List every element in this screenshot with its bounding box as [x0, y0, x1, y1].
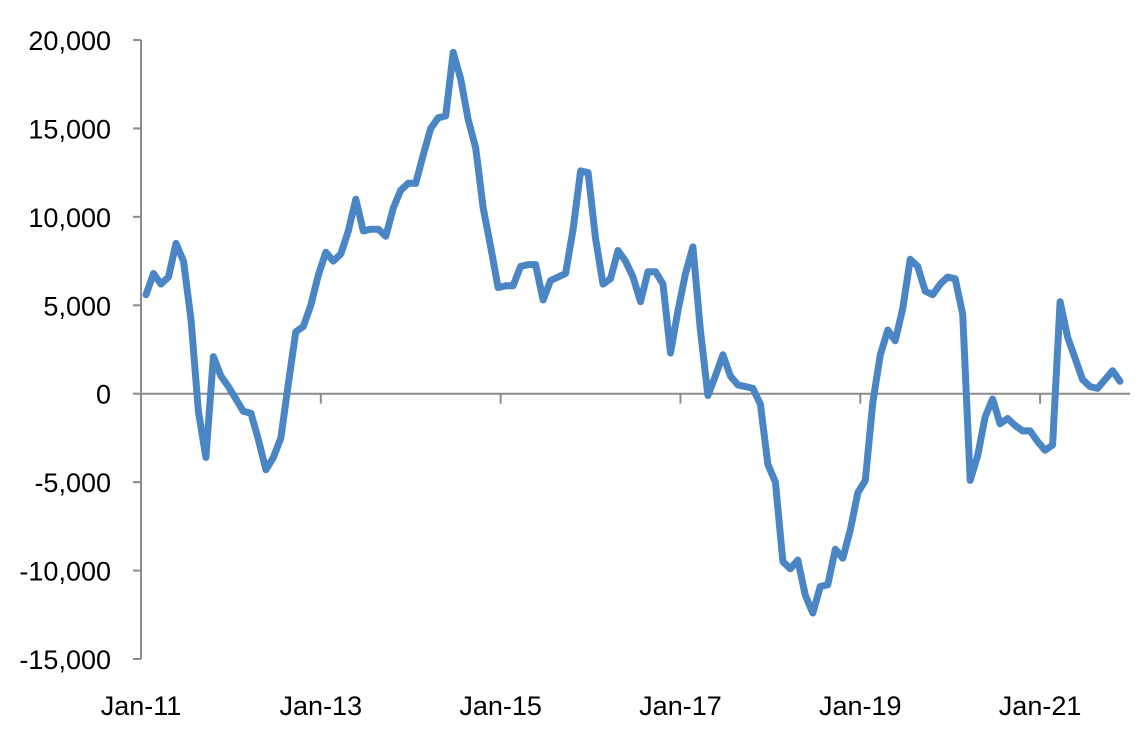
y-tick-label: 15,000: [28, 114, 111, 144]
y-tick-label: 5,000: [43, 291, 111, 321]
x-tick-label: Jan-17: [639, 691, 722, 721]
x-tick-label: Jan-21: [999, 691, 1082, 721]
y-tick-label: -10,000: [19, 557, 111, 587]
x-tick-label: Jan-11: [101, 691, 182, 721]
x-tick-label: Jan-15: [459, 691, 542, 721]
y-tick-label: 10,000: [28, 203, 111, 233]
y-tick-label: -15,000: [19, 645, 111, 675]
series-line: [142, 48, 1124, 617]
x-tick-label: Jan-13: [280, 691, 363, 721]
x-tick-label: Jan-19: [819, 691, 902, 721]
y-tick-label: 0: [96, 380, 111, 410]
y-tick-label: -5,000: [34, 468, 111, 498]
y-tick-label: 20,000: [28, 26, 111, 56]
